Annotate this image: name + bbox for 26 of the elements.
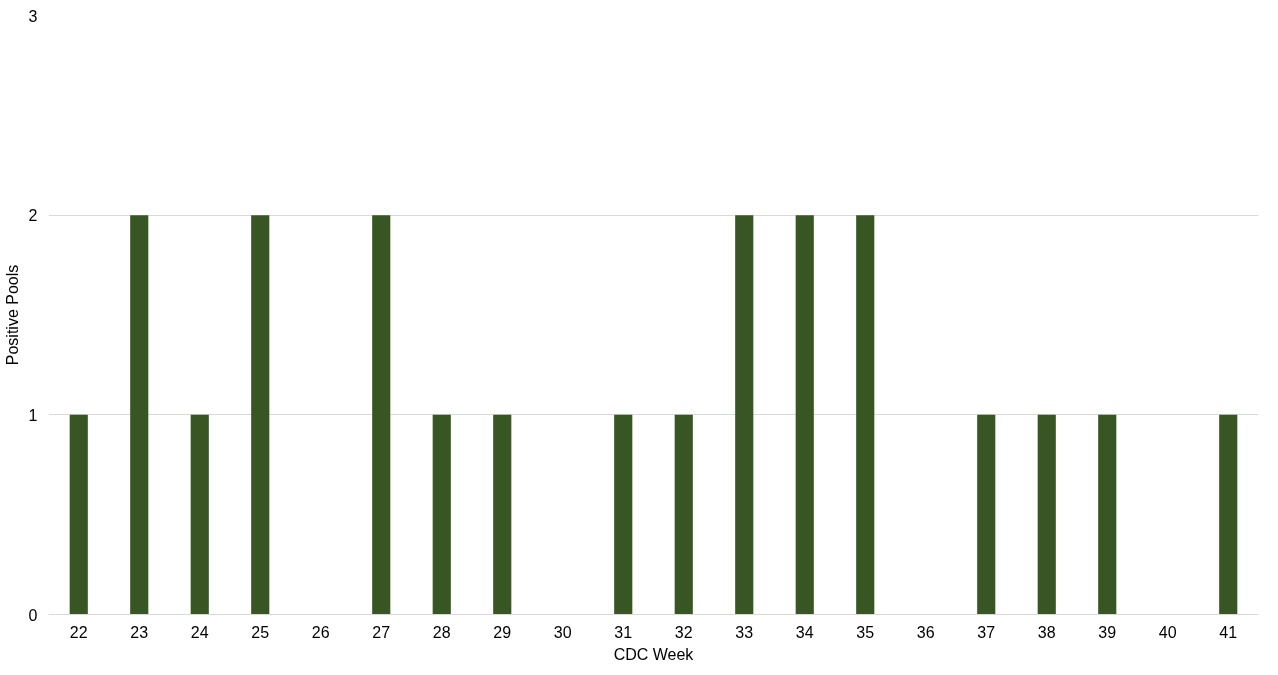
x-tick-label: 37 (977, 623, 996, 641)
x-tick-label: 33 (735, 623, 754, 641)
x-tick-label: 22 (69, 623, 88, 641)
y-tick-label: 1 (28, 406, 38, 424)
x-tick-label: 25 (251, 623, 270, 641)
x-tick-label: 40 (1158, 623, 1177, 641)
x-tick-label: 31 (614, 623, 633, 641)
y-tick-label: 3 (28, 7, 38, 25)
x-tick-label: 23 (130, 623, 149, 641)
x-tick-label: 35 (856, 623, 875, 641)
x-tick-label: 26 (311, 623, 330, 641)
x-tick-label: 34 (795, 623, 814, 641)
x-tick-label: 27 (372, 623, 391, 641)
y-tick-label: 0 (28, 606, 38, 624)
x-tick-label: 29 (493, 623, 512, 641)
y-axis-title: Positive Pools (3, 264, 21, 366)
x-tick-label: 24 (190, 623, 209, 641)
x-tick-label: 28 (432, 623, 451, 641)
x-tick-label: 36 (916, 623, 935, 641)
y-tick-label: 2 (28, 207, 38, 225)
x-tick-label: 39 (1098, 623, 1117, 641)
x-tick-label: 41 (1219, 623, 1238, 641)
x-tick-label: 38 (1037, 623, 1056, 641)
x-axis-title: CDC Week (613, 645, 695, 663)
x-tick-label: 32 (674, 623, 693, 641)
x-tick-label: 30 (553, 623, 572, 641)
